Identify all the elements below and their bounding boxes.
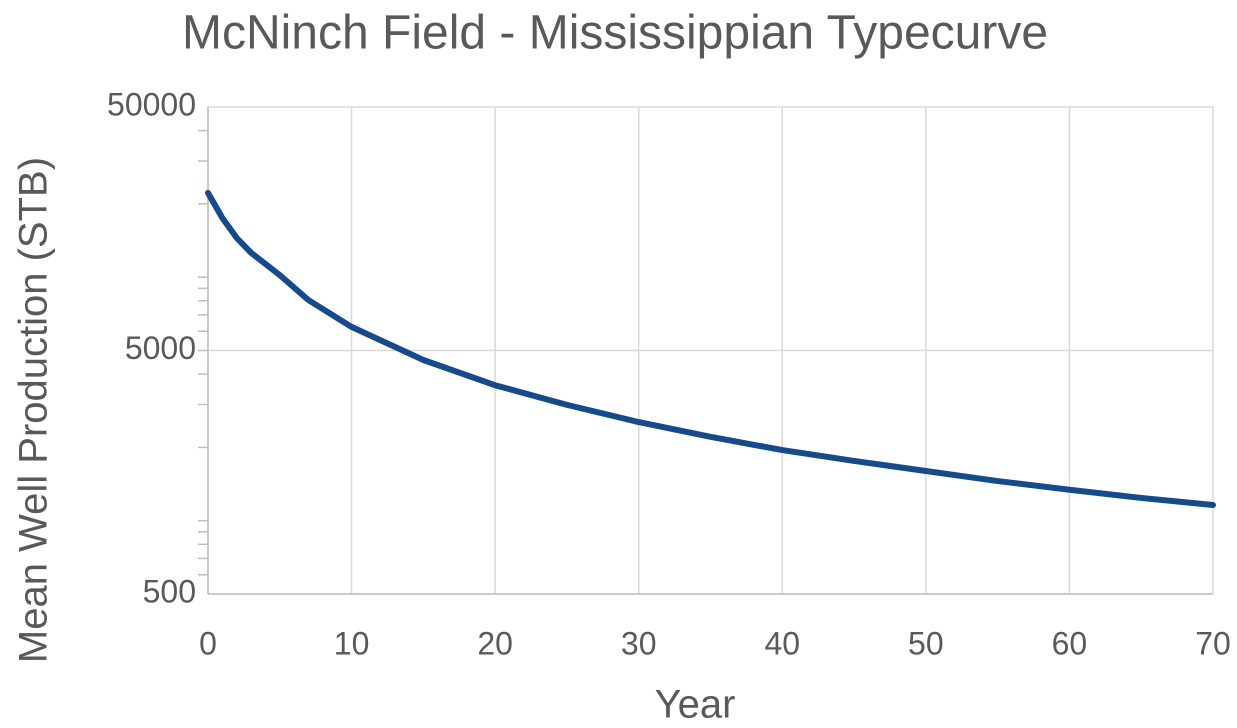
x-axis-label: Year [655,683,736,727]
y-axis-label: Mean Well Production (STB) [12,157,56,663]
y-tick-label: 5000 [125,330,196,366]
x-tick-label: 20 [477,625,513,661]
x-tick-label: 40 [764,625,800,661]
y-tick-label: 500 [143,573,196,609]
x-tick-label: 60 [1052,625,1088,661]
x-tick-label: 50 [908,625,944,661]
x-tick-label: 30 [621,625,657,661]
x-tick-label: 0 [199,625,217,661]
x-tick-label: 10 [334,625,370,661]
chart-title: McNinch Field - Mississippian Typecurve [182,7,1048,60]
y-tick-label: 50000 [107,86,196,122]
line-series [205,189,1216,509]
x-tick-label: 70 [1195,625,1231,661]
